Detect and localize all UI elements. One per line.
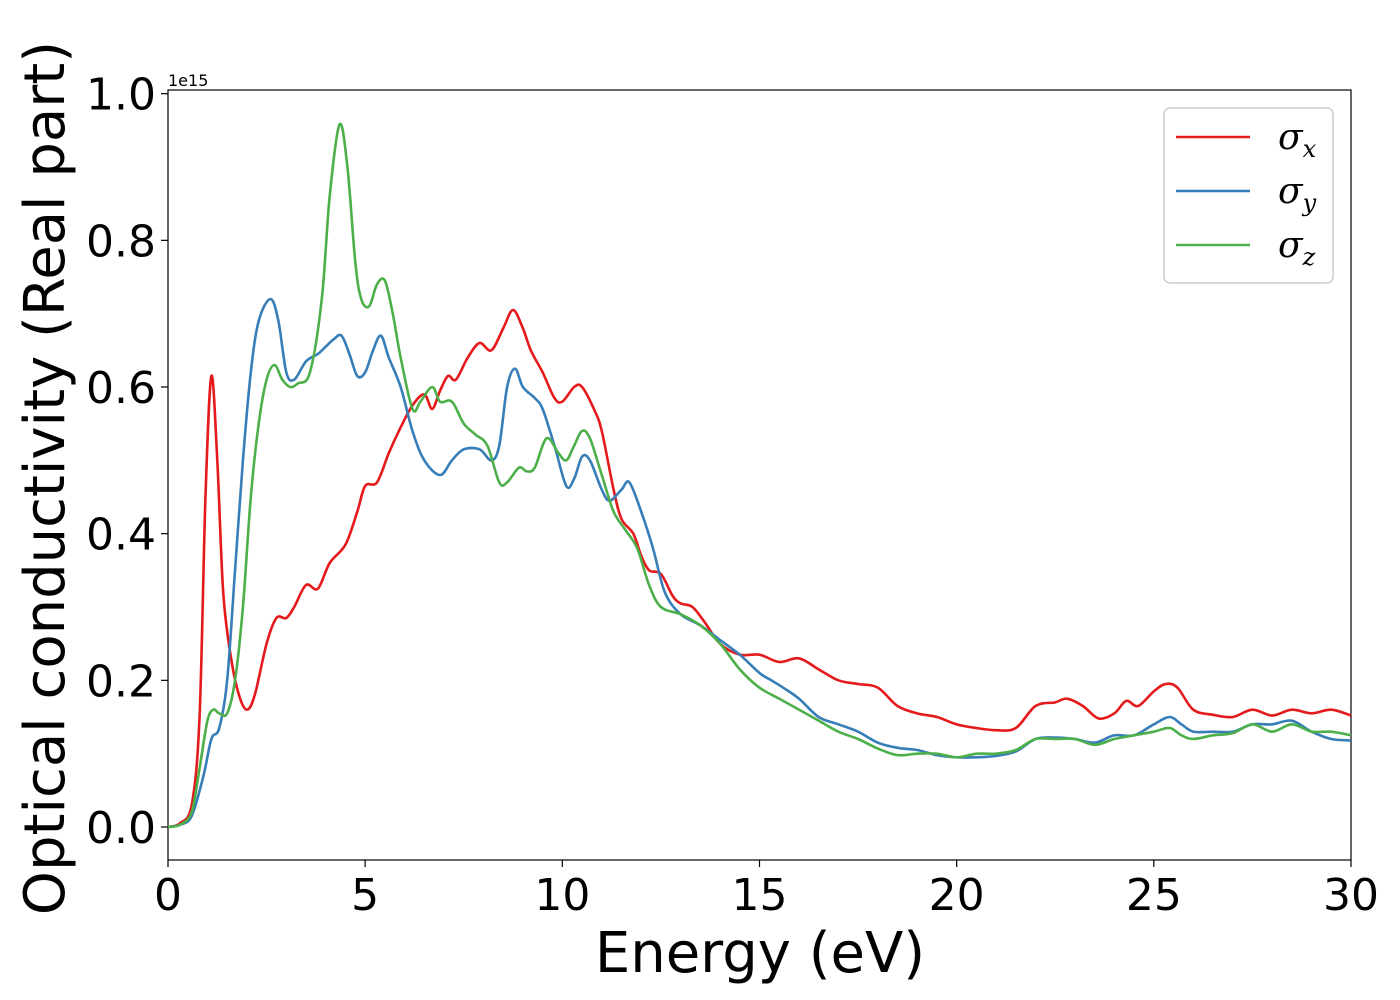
legend-subscript: z (1302, 243, 1316, 271)
legend-label-z: σz (1278, 225, 1316, 271)
legend-symbol: σ (1278, 117, 1304, 158)
series-lines (167, 122, 1352, 829)
x-tick-label: 25 (1126, 870, 1182, 921)
x-tick-label: 15 (732, 870, 788, 921)
y-tick-label: 0.8 (86, 216, 156, 267)
y-offset-label: 1e15 (168, 71, 208, 90)
y-axis-title: Optical conductivity (Real part) (13, 41, 78, 915)
y-tick-label: 0.6 (86, 363, 156, 414)
legend-box (1163, 107, 1334, 284)
legend-subscript: y (1302, 189, 1317, 217)
y-tick-label: 1.0 (86, 70, 156, 121)
x-tick-label: 10 (534, 870, 590, 921)
legend-label-y: σy (1278, 171, 1317, 217)
y-tick-label: 0.4 (86, 510, 156, 561)
series-line-x (167, 308, 1352, 829)
series-line-z (167, 122, 1352, 829)
x-tick-label: 20 (929, 870, 985, 921)
x-axis-ticks: 0 5 10 15 20 25 30 (154, 860, 1379, 921)
x-tick-label: 30 (1323, 870, 1379, 921)
y-axis-ticks: 0.0 0.2 0.4 0.6 0.8 1.0 (86, 70, 168, 854)
y-tick-label: 0.0 (86, 803, 156, 854)
x-tick-label: 0 (154, 870, 182, 921)
legend-label-x: σx (1278, 117, 1317, 163)
legend-symbol: σ (1278, 171, 1304, 212)
legend-subscript: x (1303, 135, 1317, 163)
legend-symbol: σ (1278, 225, 1304, 266)
y-tick-label: 0.2 (86, 656, 156, 707)
x-tick-label: 5 (351, 870, 379, 921)
x-axis-title: Energy (eV) (595, 921, 925, 986)
